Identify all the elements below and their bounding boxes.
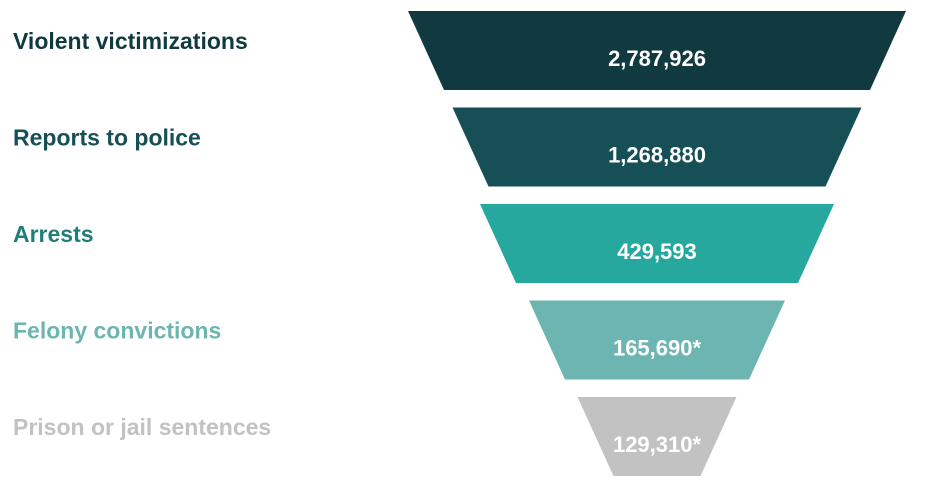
funnel-segment [480, 204, 834, 283]
funnel-value-label: 429,593 [617, 239, 697, 264]
funnel-value-label: 129,310* [613, 432, 702, 457]
funnel-value-label: 1,268,880 [608, 143, 706, 168]
funnel-segment [529, 300, 785, 380]
funnel-value-label: 165,690* [613, 336, 702, 361]
funnel-segment [577, 397, 737, 476]
funnel-value-label: 2,787,926 [608, 46, 706, 71]
funnel-stage-label: Violent victimizations [13, 28, 248, 54]
funnel-segment [452, 107, 862, 187]
funnel-stage-label: Prison or jail sentences [13, 414, 271, 440]
funnel-segment [408, 11, 906, 90]
funnel-stage-label: Reports to police [13, 125, 201, 151]
funnel-stage-label: Felony convictions [13, 318, 221, 344]
funnel-stage-label: Arrests [13, 221, 94, 247]
